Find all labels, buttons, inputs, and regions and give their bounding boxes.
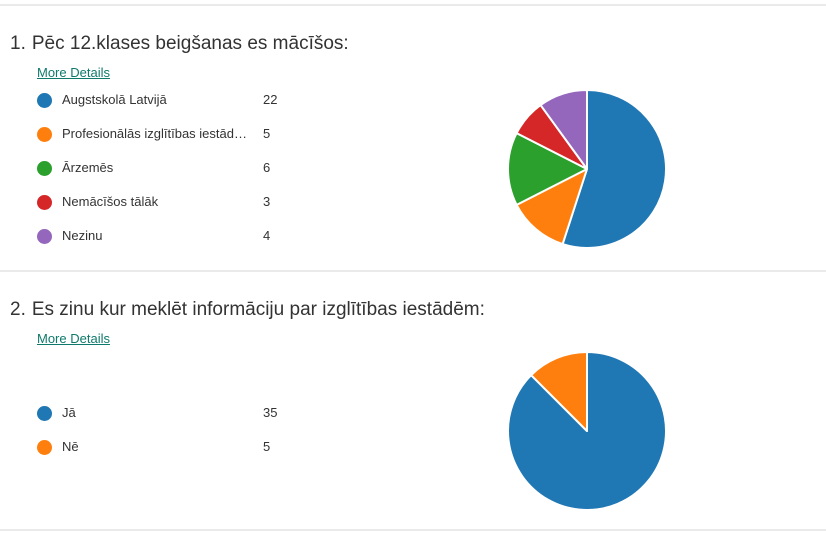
legend-count: 6 (263, 160, 271, 175)
legend-label: Nemācīšos tālāk (62, 194, 159, 209)
question-1: 1. Pēc 12.klases beigšanas es mācīšos: Mo… (10, 33, 667, 249)
legend-count: 22 (263, 92, 278, 107)
question-title: 2. Es zinu kur meklēt informāciju par izg… (10, 299, 485, 321)
pie-slice[interactable] (539, 89, 588, 170)
legend-item: Ārzemēs 6 (37, 159, 297, 179)
pie-slice[interactable] (515, 168, 588, 246)
legend-label: Nezinu (62, 228, 103, 243)
legend-count: 35 (263, 405, 278, 420)
legend-item: Nē 5 (37, 438, 297, 458)
pie-chart (507, 351, 667, 511)
legend-label: Augstskolā Latvijā (62, 92, 167, 107)
legend-item: Nemācīšos tālāk 3 (37, 193, 297, 213)
pie-slice[interactable] (530, 351, 588, 432)
question-number: 2. (10, 299, 26, 320)
top-divider (0, 4, 826, 6)
legend-count: 3 (263, 194, 271, 209)
legend-color-dot (37, 406, 52, 421)
legend-label: Profesionālās izglītības iestādē... (62, 126, 247, 141)
legend-color-dot (37, 161, 52, 176)
legend-item: Augstskolā Latvijā 22 (37, 91, 297, 111)
question-2: 2. Es zinu kur meklēt informāciju par izg… (0, 272, 826, 530)
legend-count: 4 (263, 228, 271, 243)
legend-item: Profesionālās izglītības iestādē... 5 (37, 125, 297, 145)
question-title: 1. Pēc 12.klases beigšanas es mācīšos: (10, 33, 349, 55)
legend-count: 5 (263, 439, 271, 454)
pie-slice[interactable] (507, 132, 588, 206)
legend-item: Jā 35 (37, 404, 297, 424)
legend-count: 5 (263, 126, 271, 141)
question-text: Es zinu kur meklēt informāciju par izglī… (31, 299, 485, 320)
more-details-link[interactable]: More Details (37, 331, 110, 346)
legend-label: Jā (62, 405, 76, 420)
legend-color-dot (37, 93, 52, 108)
legend-item: Nezinu 4 (37, 227, 297, 247)
question-number: 1. (10, 33, 26, 54)
legend-color-dot (37, 127, 52, 142)
question-text: Pēc 12.klases beigšanas es mācīšos: (31, 33, 349, 54)
more-details-link[interactable]: More Details (37, 65, 110, 80)
legend-label: Ārzemēs (62, 160, 114, 175)
legend-label: Nē (62, 439, 79, 454)
legend-color-dot (37, 229, 52, 244)
pie-slice[interactable] (561, 89, 667, 249)
section-divider (0, 270, 826, 272)
legend-color-dot (37, 195, 52, 210)
legend-color-dot (37, 440, 52, 455)
pie-chart (507, 89, 667, 249)
bottom-divider (0, 529, 826, 531)
